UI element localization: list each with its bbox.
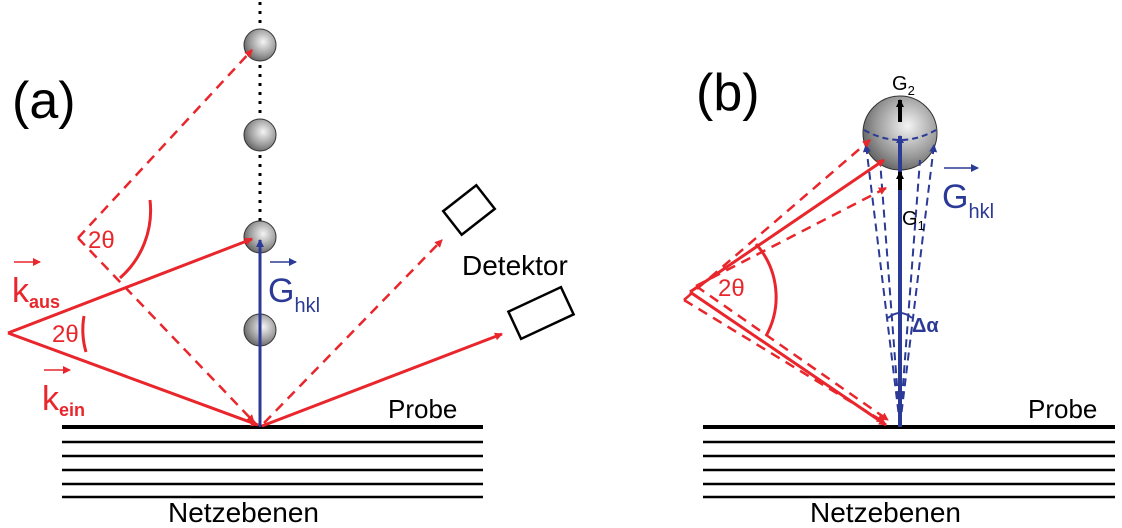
subscript: hkl: [968, 201, 994, 223]
k-in-label: kein: [42, 380, 85, 420]
symbol: k: [42, 380, 60, 418]
g-label: Ghkl: [942, 178, 994, 223]
panel-b: (b) G2 G1 Ghkl 2θ Δα Probe Netzebenen: [684, 64, 1115, 528]
panel-label: (b): [696, 64, 760, 122]
sample-label: Probe: [1028, 394, 1097, 424]
subscript: 1: [918, 218, 925, 233]
subscript: 2: [908, 83, 915, 98]
subscript: ein: [59, 400, 85, 420]
symbol: G: [892, 73, 908, 95]
g1-label: G1: [902, 208, 925, 233]
panel-label: (a): [12, 72, 76, 130]
angle-label: 2θ: [52, 321, 79, 348]
symbol: k: [12, 272, 30, 310]
lattice-planes: [62, 427, 483, 497]
angle-label: 2θ: [718, 275, 745, 302]
detector-label: Detektor: [462, 250, 568, 281]
angle-label: 2θ: [88, 227, 115, 254]
dashed-beams: [684, 140, 888, 422]
delta-label: Δα: [912, 315, 939, 337]
planes-label: Netzebenen: [810, 497, 961, 528]
angle-arc: [120, 200, 151, 278]
symbol: G: [942, 178, 968, 216]
g2-label: G2: [892, 73, 915, 98]
lattice-planes: [703, 427, 1115, 497]
k-out-label: kaus: [12, 272, 60, 312]
symbol: G: [268, 272, 294, 310]
panel-a: (a) 2θ 2θ kaus kein Ghkl Detektor Probe …: [8, 2, 574, 528]
g-label: Ghkl: [268, 272, 320, 317]
diagram: (a) 2θ 2θ kaus kein Ghkl Detektor Probe …: [0, 0, 1122, 528]
subscript: aus: [29, 292, 60, 312]
symbol: G: [902, 208, 918, 230]
planes-label: Netzebenen: [168, 497, 319, 528]
sample-label: Probe: [388, 394, 457, 424]
subscript: hkl: [294, 295, 320, 317]
